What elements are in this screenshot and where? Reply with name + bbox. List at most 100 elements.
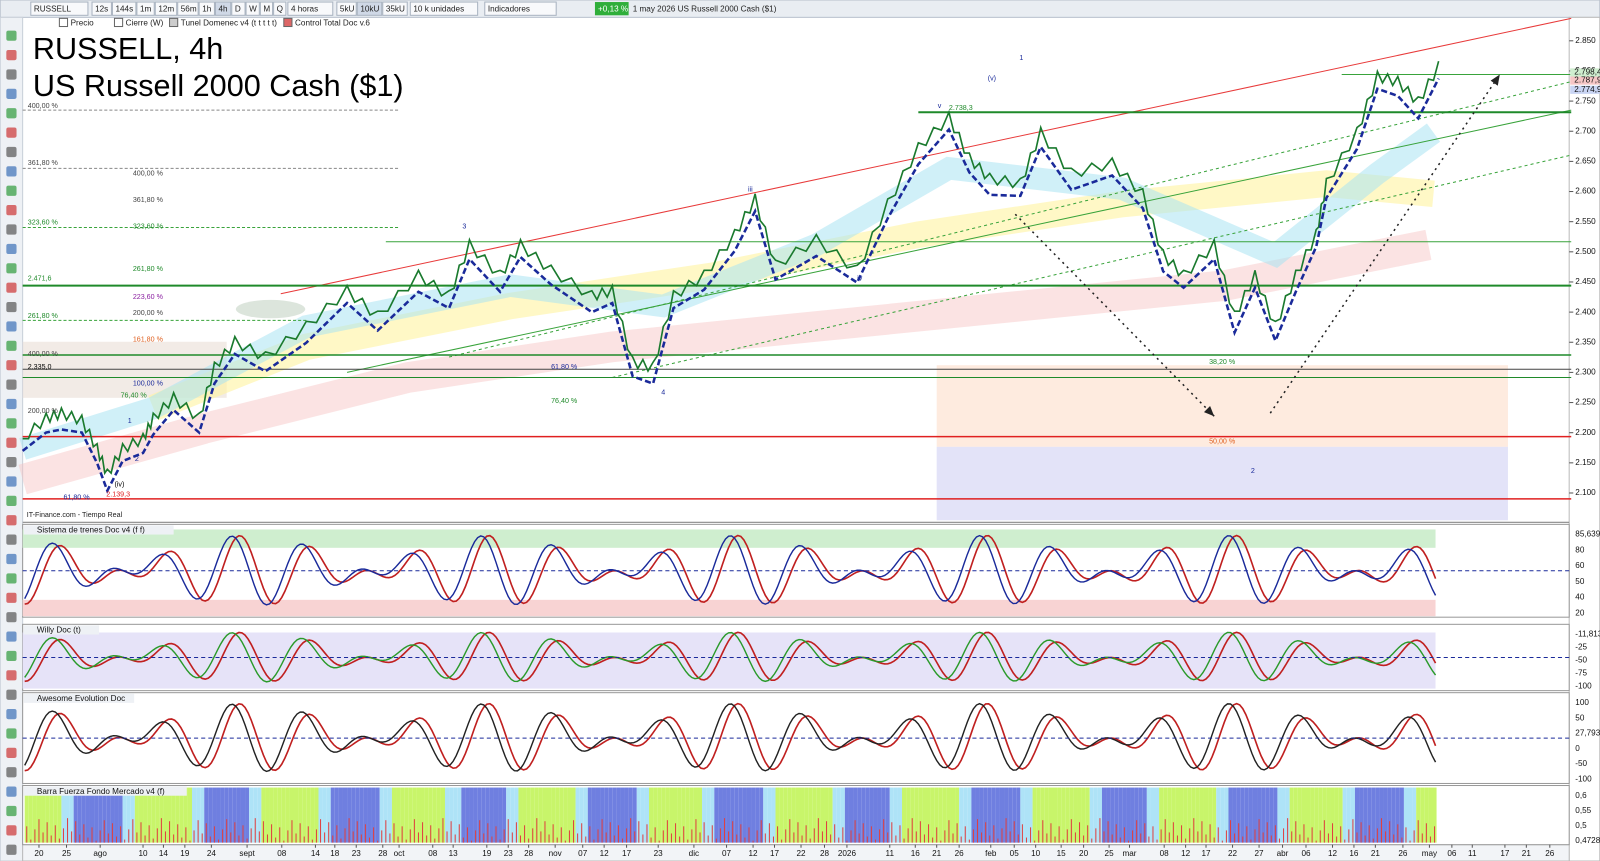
tool-icon[interactable] — [6, 398, 17, 410]
tool-icon[interactable] — [6, 553, 17, 565]
interval-button-label[interactable]: M — [263, 4, 270, 13]
tool-icon[interactable] — [6, 437, 17, 448]
legend-box[interactable] — [113, 17, 124, 28]
unit-button[interactable] — [336, 1, 357, 16]
force-bar — [950, 787, 956, 843]
tool-icon[interactable] — [6, 185, 17, 196]
symbol-select[interactable] — [30, 1, 89, 16]
tool-icon[interactable] — [6, 263, 17, 274]
tool-icon[interactable] — [6, 418, 17, 429]
period-select-label[interactable]: 4 horas — [291, 4, 318, 13]
interval-button-label[interactable]: W — [249, 4, 257, 13]
force-bar — [820, 787, 825, 843]
tool-icon[interactable] — [6, 360, 17, 371]
tool-icon[interactable] — [6, 592, 17, 603]
unit-select[interactable] — [409, 1, 479, 16]
interval-button[interactable] — [177, 1, 199, 16]
interval-button[interactable] — [111, 1, 137, 16]
legend-label[interactable]: Control Total Doc v.6 — [295, 19, 370, 28]
interval-button[interactable] — [245, 1, 260, 16]
interval-button[interactable] — [273, 1, 287, 16]
tool-icon[interactable] — [6, 379, 17, 390]
interval-button[interactable] — [259, 1, 274, 16]
tool-icon[interactable] — [6, 49, 17, 61]
date-tick-label: 21 — [1371, 849, 1381, 858]
tool-icon[interactable] — [6, 224, 17, 235]
force-bar — [669, 787, 674, 843]
tool-icon[interactable] — [6, 205, 17, 216]
unit-button-label[interactable]: 5kU — [340, 4, 355, 13]
tool-icon[interactable] — [6, 844, 17, 855]
tool-icon[interactable] — [6, 127, 17, 138]
indicators-button-label[interactable]: Indicadores — [488, 4, 530, 13]
interval-button-label[interactable]: D — [235, 4, 241, 13]
tool-icon[interactable] — [6, 728, 17, 739]
interval-button[interactable] — [91, 1, 112, 16]
tool-icon[interactable] — [6, 650, 17, 662]
tool-icon[interactable] — [6, 69, 17, 80]
interval-button[interactable] — [154, 1, 178, 16]
force-bar — [273, 787, 278, 843]
tool-icon[interactable] — [6, 747, 17, 758]
panel-title[interactable]: Barra Fuerza Fondo Mercado v4 (f) — [37, 787, 165, 796]
tool-icon[interactable] — [6, 689, 17, 700]
interval-button-label[interactable]: 144s — [115, 4, 133, 13]
interval-button-label[interactable]: 12s — [95, 4, 108, 13]
tool-icon[interactable] — [6, 573, 17, 584]
tool-icon[interactable] — [6, 476, 17, 487]
tool-icon[interactable] — [6, 767, 17, 778]
indicators-button[interactable] — [484, 1, 557, 16]
period-select[interactable] — [287, 1, 334, 16]
tool-icon[interactable] — [6, 805, 17, 817]
tool-icon[interactable] — [6, 457, 17, 468]
unit-button-label[interactable]: 35kU — [386, 4, 405, 13]
tool-icon[interactable] — [6, 282, 17, 293]
interval-button[interactable] — [231, 1, 246, 16]
tool-icon[interactable] — [6, 631, 17, 642]
date-tick-label: 12 — [749, 849, 759, 858]
interval-button-label[interactable]: 4h — [219, 4, 228, 13]
tool-icon[interactable] — [6, 515, 17, 526]
panel-title[interactable]: Awesome Evolution Doc — [37, 694, 125, 703]
tool-icon[interactable] — [6, 670, 17, 681]
tool-icon[interactable] — [6, 321, 17, 332]
interval-button-label[interactable]: 1m — [140, 4, 152, 13]
legend-label[interactable]: Cierre (W) — [126, 19, 164, 28]
tool-icon[interactable] — [6, 243, 17, 255]
tool-icon[interactable] — [6, 708, 17, 720]
tool-icon[interactable] — [6, 495, 17, 506]
tool-icon[interactable] — [6, 786, 17, 797]
force-bar — [171, 787, 176, 843]
legend-box[interactable] — [58, 17, 69, 28]
interval-button[interactable] — [198, 1, 215, 16]
tool-icon[interactable] — [6, 30, 17, 41]
legend-box[interactable] — [169, 17, 179, 28]
interval-button[interactable] — [214, 1, 232, 16]
unit-button[interactable] — [356, 1, 383, 16]
panel-title[interactable]: Sistema de trenes Doc v4 (f f) — [37, 526, 145, 535]
panel-title[interactable]: Willy Doc (t) — [37, 626, 81, 635]
tool-icon[interactable] — [6, 166, 17, 177]
tool-icon[interactable] — [6, 612, 17, 623]
interval-button-label[interactable]: Q — [277, 4, 283, 13]
interval-button-label[interactable]: 1h — [202, 4, 211, 13]
legend-box[interactable] — [283, 17, 293, 28]
interval-button[interactable] — [136, 1, 155, 16]
force-bar — [204, 787, 209, 843]
interval-button-label[interactable]: 12m — [158, 4, 174, 13]
tool-icon[interactable] — [6, 340, 17, 351]
tool-icon[interactable] — [6, 301, 17, 313]
interval-button-label[interactable]: 56m — [181, 4, 197, 13]
unit-select-label[interactable]: 10 k unidades — [413, 4, 464, 13]
tool-icon[interactable] — [6, 146, 17, 158]
symbol-select-label[interactable]: RUSSELL — [34, 4, 72, 13]
unit-button[interactable] — [382, 1, 408, 16]
legend-label[interactable]: Precio — [71, 19, 95, 28]
tool-icon[interactable] — [6, 534, 17, 545]
date-tick-label: may — [1422, 849, 1438, 858]
legend-label[interactable]: Tunel Domenec v4 (t t t t t) — [181, 19, 278, 28]
tool-icon[interactable] — [6, 825, 17, 836]
tool-icon[interactable] — [6, 108, 17, 119]
unit-button-label[interactable]: 10kU — [360, 4, 379, 13]
tool-icon[interactable] — [6, 88, 17, 99]
